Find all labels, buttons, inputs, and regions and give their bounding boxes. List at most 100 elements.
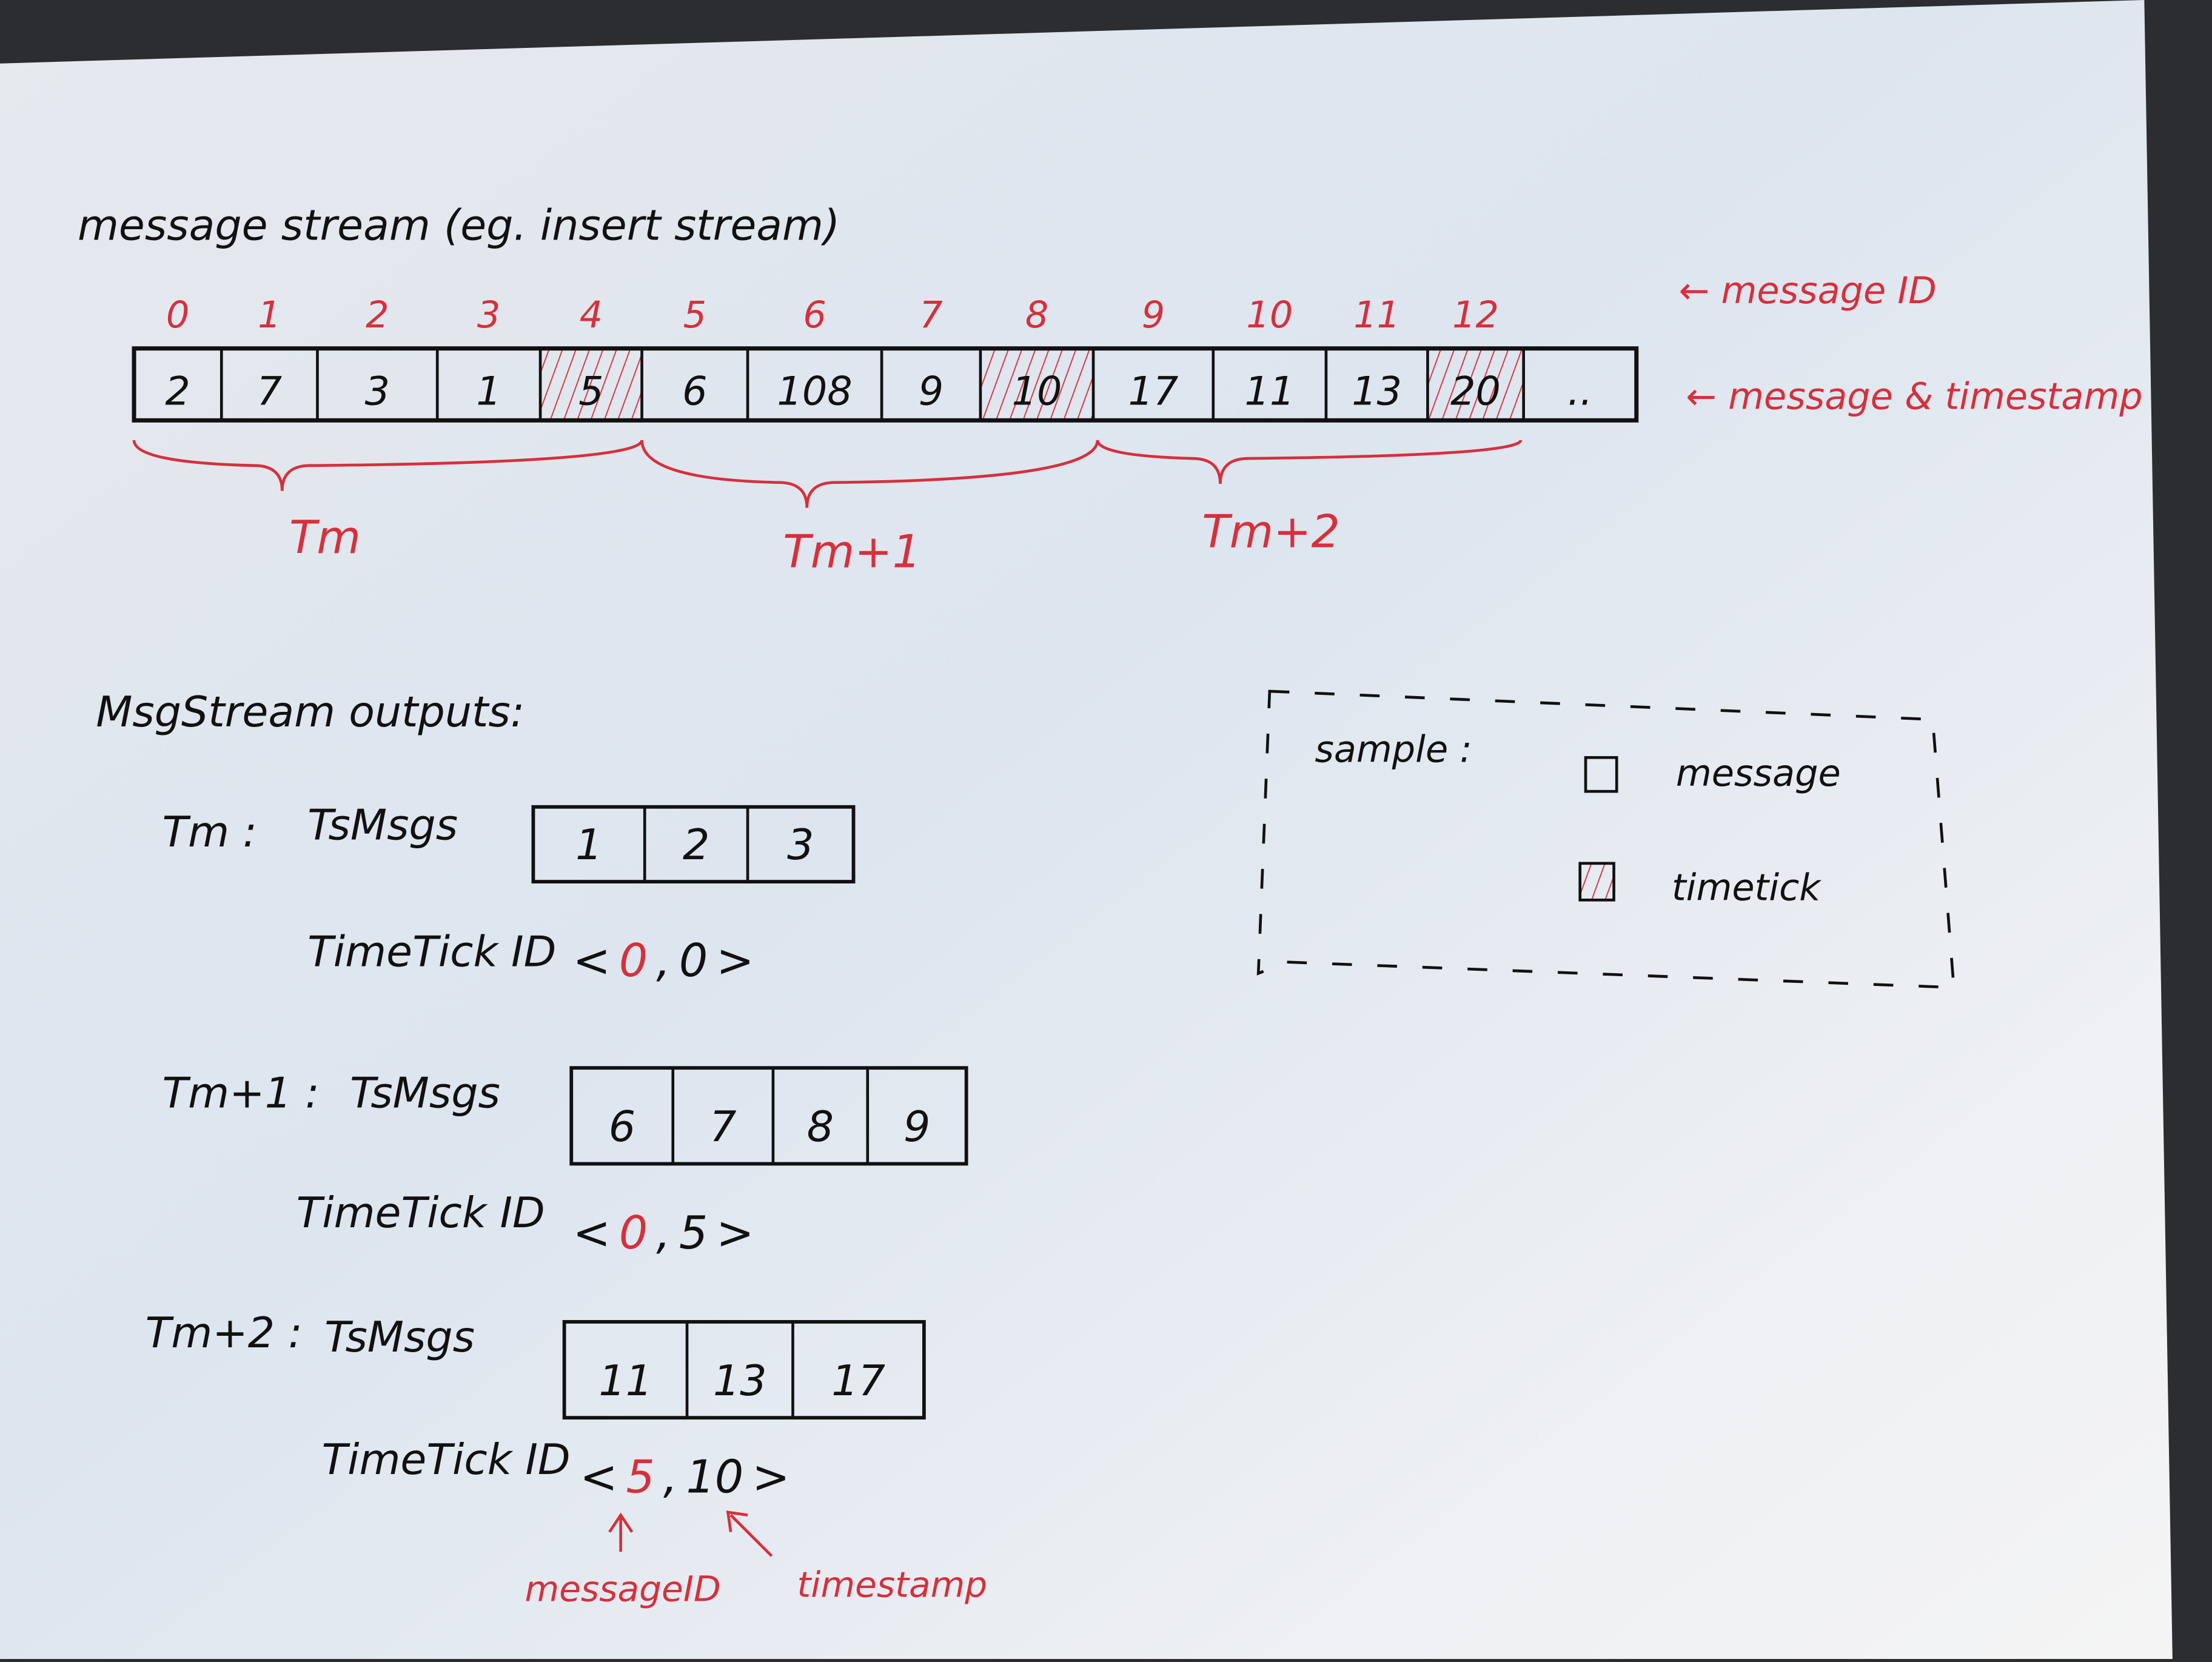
output-period: Tm+2 : bbox=[146, 1308, 303, 1358]
legend: sample : message timetick bbox=[1256, 689, 1956, 989]
tsmsg-cell: 1 bbox=[575, 820, 602, 870]
timetick-id-label: TimeTick ID bbox=[297, 1188, 545, 1238]
timestamp-cell: 17 bbox=[1128, 369, 1179, 415]
tsmsg-cell: 7 bbox=[709, 1102, 736, 1151]
timestamp-cell: 5 bbox=[578, 369, 603, 415]
timetick-id: 5 bbox=[626, 1450, 655, 1503]
arrow-diagonal-icon bbox=[726, 1510, 773, 1557]
period-braces: Tm Tm+1 Tm+2 bbox=[132, 440, 1523, 578]
output-period: Tm+1 : bbox=[163, 1068, 320, 1117]
period-label: Tm+1 bbox=[783, 525, 921, 578]
diagram-title: message stream (eg. insert stream) bbox=[78, 201, 840, 250]
tsmsgs-box bbox=[531, 805, 856, 883]
timestamp-cell: 6 bbox=[682, 369, 707, 415]
legend-title: sample : bbox=[1315, 728, 1472, 771]
timetick-open: < bbox=[573, 934, 611, 987]
tsmsg-cell: 17 bbox=[831, 1356, 885, 1406]
period-label: Tm bbox=[289, 511, 361, 564]
timetick-close: > bbox=[752, 1450, 789, 1503]
annotation-arrows bbox=[608, 1510, 773, 1557]
timestamp-cell: 20 bbox=[1450, 369, 1501, 415]
message-id: 6 bbox=[803, 294, 826, 337]
tsmsg-cell: 9 bbox=[903, 1102, 930, 1151]
timetick-hatch bbox=[1427, 348, 1524, 421]
timestamp-cell: 13 bbox=[1352, 369, 1402, 415]
stream-outline bbox=[132, 346, 1639, 423]
message-id: 12 bbox=[1452, 294, 1499, 337]
message-id: 9 bbox=[1142, 294, 1165, 337]
message-id: 4 bbox=[580, 294, 603, 337]
tsmsg-cell: 6 bbox=[609, 1102, 635, 1151]
timetick-close: > bbox=[716, 1207, 754, 1259]
timestamp-cell: 3 bbox=[365, 369, 390, 415]
message-id: 2 bbox=[366, 294, 389, 337]
message-square-icon bbox=[1584, 756, 1618, 793]
output-row: Tm+1 : TsMsgs 6 7 8 9 TimeTick ID <0, 5 > bbox=[163, 1066, 968, 1259]
timetick-sep: , bbox=[656, 934, 671, 987]
timestamp-cell: 108 bbox=[777, 369, 852, 415]
period-brace bbox=[1096, 440, 1523, 484]
legend-timetick-label: timetick bbox=[1672, 866, 1822, 909]
legend-dashed-border bbox=[1256, 689, 1956, 989]
message-id: 0 bbox=[166, 294, 189, 337]
timestamp-cell: 2 bbox=[165, 369, 190, 415]
timetick-close: > bbox=[716, 934, 754, 987]
timetick-id-value: <0, 0 > bbox=[573, 934, 754, 987]
legend-message-label: message bbox=[1676, 752, 1841, 795]
timetick-open: < bbox=[580, 1450, 617, 1503]
timetick-sep: , bbox=[663, 1450, 678, 1503]
tsmsgs-label: TsMsgs bbox=[324, 1313, 475, 1362]
timestamp-cell: 1 bbox=[476, 369, 501, 415]
timetick-ts: 5 bbox=[679, 1207, 708, 1259]
tsmsgs-box bbox=[569, 1066, 968, 1166]
message-id: 11 bbox=[1353, 294, 1400, 337]
message-id: 3 bbox=[477, 294, 500, 337]
tsmsg-cell: 8 bbox=[807, 1102, 834, 1151]
message-id: 7 bbox=[919, 294, 942, 337]
message-stream: 2 7 3 1 5 6 108 9 10 17 11 13 20 ..0 1 2 3 4 5 6 7 8 9 10 11 12 bbox=[132, 294, 1639, 423]
message-id: 5 bbox=[683, 294, 706, 337]
outputs-heading: MsgStream outputs: bbox=[96, 688, 525, 737]
message-id: 10 bbox=[1246, 294, 1293, 337]
timestamp-cell: .. bbox=[1567, 369, 1592, 415]
timetick-id-value: <0, 5 > bbox=[573, 1207, 754, 1259]
timetick-hatched-square-icon bbox=[1578, 862, 1615, 902]
output-row: Tm+2 : TsMsgs 11 13 17 TimeTick ID <5, 10 > bbox=[146, 1308, 926, 1503]
timetick-id-value: <5, 10 > bbox=[580, 1450, 789, 1503]
timetick-ts: 10 bbox=[686, 1450, 744, 1503]
timetick-id-label: TimeTick ID bbox=[307, 928, 556, 977]
message-id: 1 bbox=[258, 294, 281, 337]
timetick-hatch bbox=[980, 348, 1094, 421]
output-period: Tm : bbox=[163, 808, 257, 857]
message-timestamp-label: ← message & timestamp bbox=[1686, 376, 2142, 418]
arrow-up-icon bbox=[608, 1512, 634, 1552]
annotation-message-id: messageID bbox=[525, 1569, 720, 1610]
period-label: Tm+2 bbox=[1202, 506, 1340, 558]
tsmsg-cell: 2 bbox=[683, 820, 709, 870]
tsmsgs-label: TsMsgs bbox=[307, 800, 458, 849]
tsmsg-cell: 13 bbox=[713, 1356, 767, 1406]
message-id-label: ← message ID bbox=[1679, 270, 1937, 312]
timestamp-cell: 9 bbox=[919, 369, 943, 415]
timetick-id-label: TimeTick ID bbox=[321, 1435, 570, 1484]
timetick-id: 0 bbox=[619, 934, 648, 987]
timetick-sep: , bbox=[656, 1207, 671, 1259]
message-id: 8 bbox=[1025, 294, 1048, 337]
tsmsgs-box bbox=[562, 1320, 926, 1420]
timetick-id: 0 bbox=[619, 1207, 648, 1259]
annotation-timestamp: timestamp bbox=[797, 1564, 987, 1606]
tsmsg-cell: 11 bbox=[598, 1356, 652, 1406]
timetick-ts: 0 bbox=[679, 934, 708, 987]
timestamp-cell: 11 bbox=[1244, 369, 1295, 415]
timestamp-cell: 10 bbox=[1012, 369, 1062, 415]
tsmsg-cell: 3 bbox=[787, 820, 814, 870]
tsmsgs-label: TsMsgs bbox=[350, 1068, 500, 1117]
timetick-open: < bbox=[573, 1207, 611, 1259]
period-brace bbox=[132, 440, 643, 491]
timestamp-cell: 7 bbox=[257, 369, 282, 415]
timetick-hatch bbox=[540, 348, 642, 421]
period-brace bbox=[640, 440, 1099, 508]
